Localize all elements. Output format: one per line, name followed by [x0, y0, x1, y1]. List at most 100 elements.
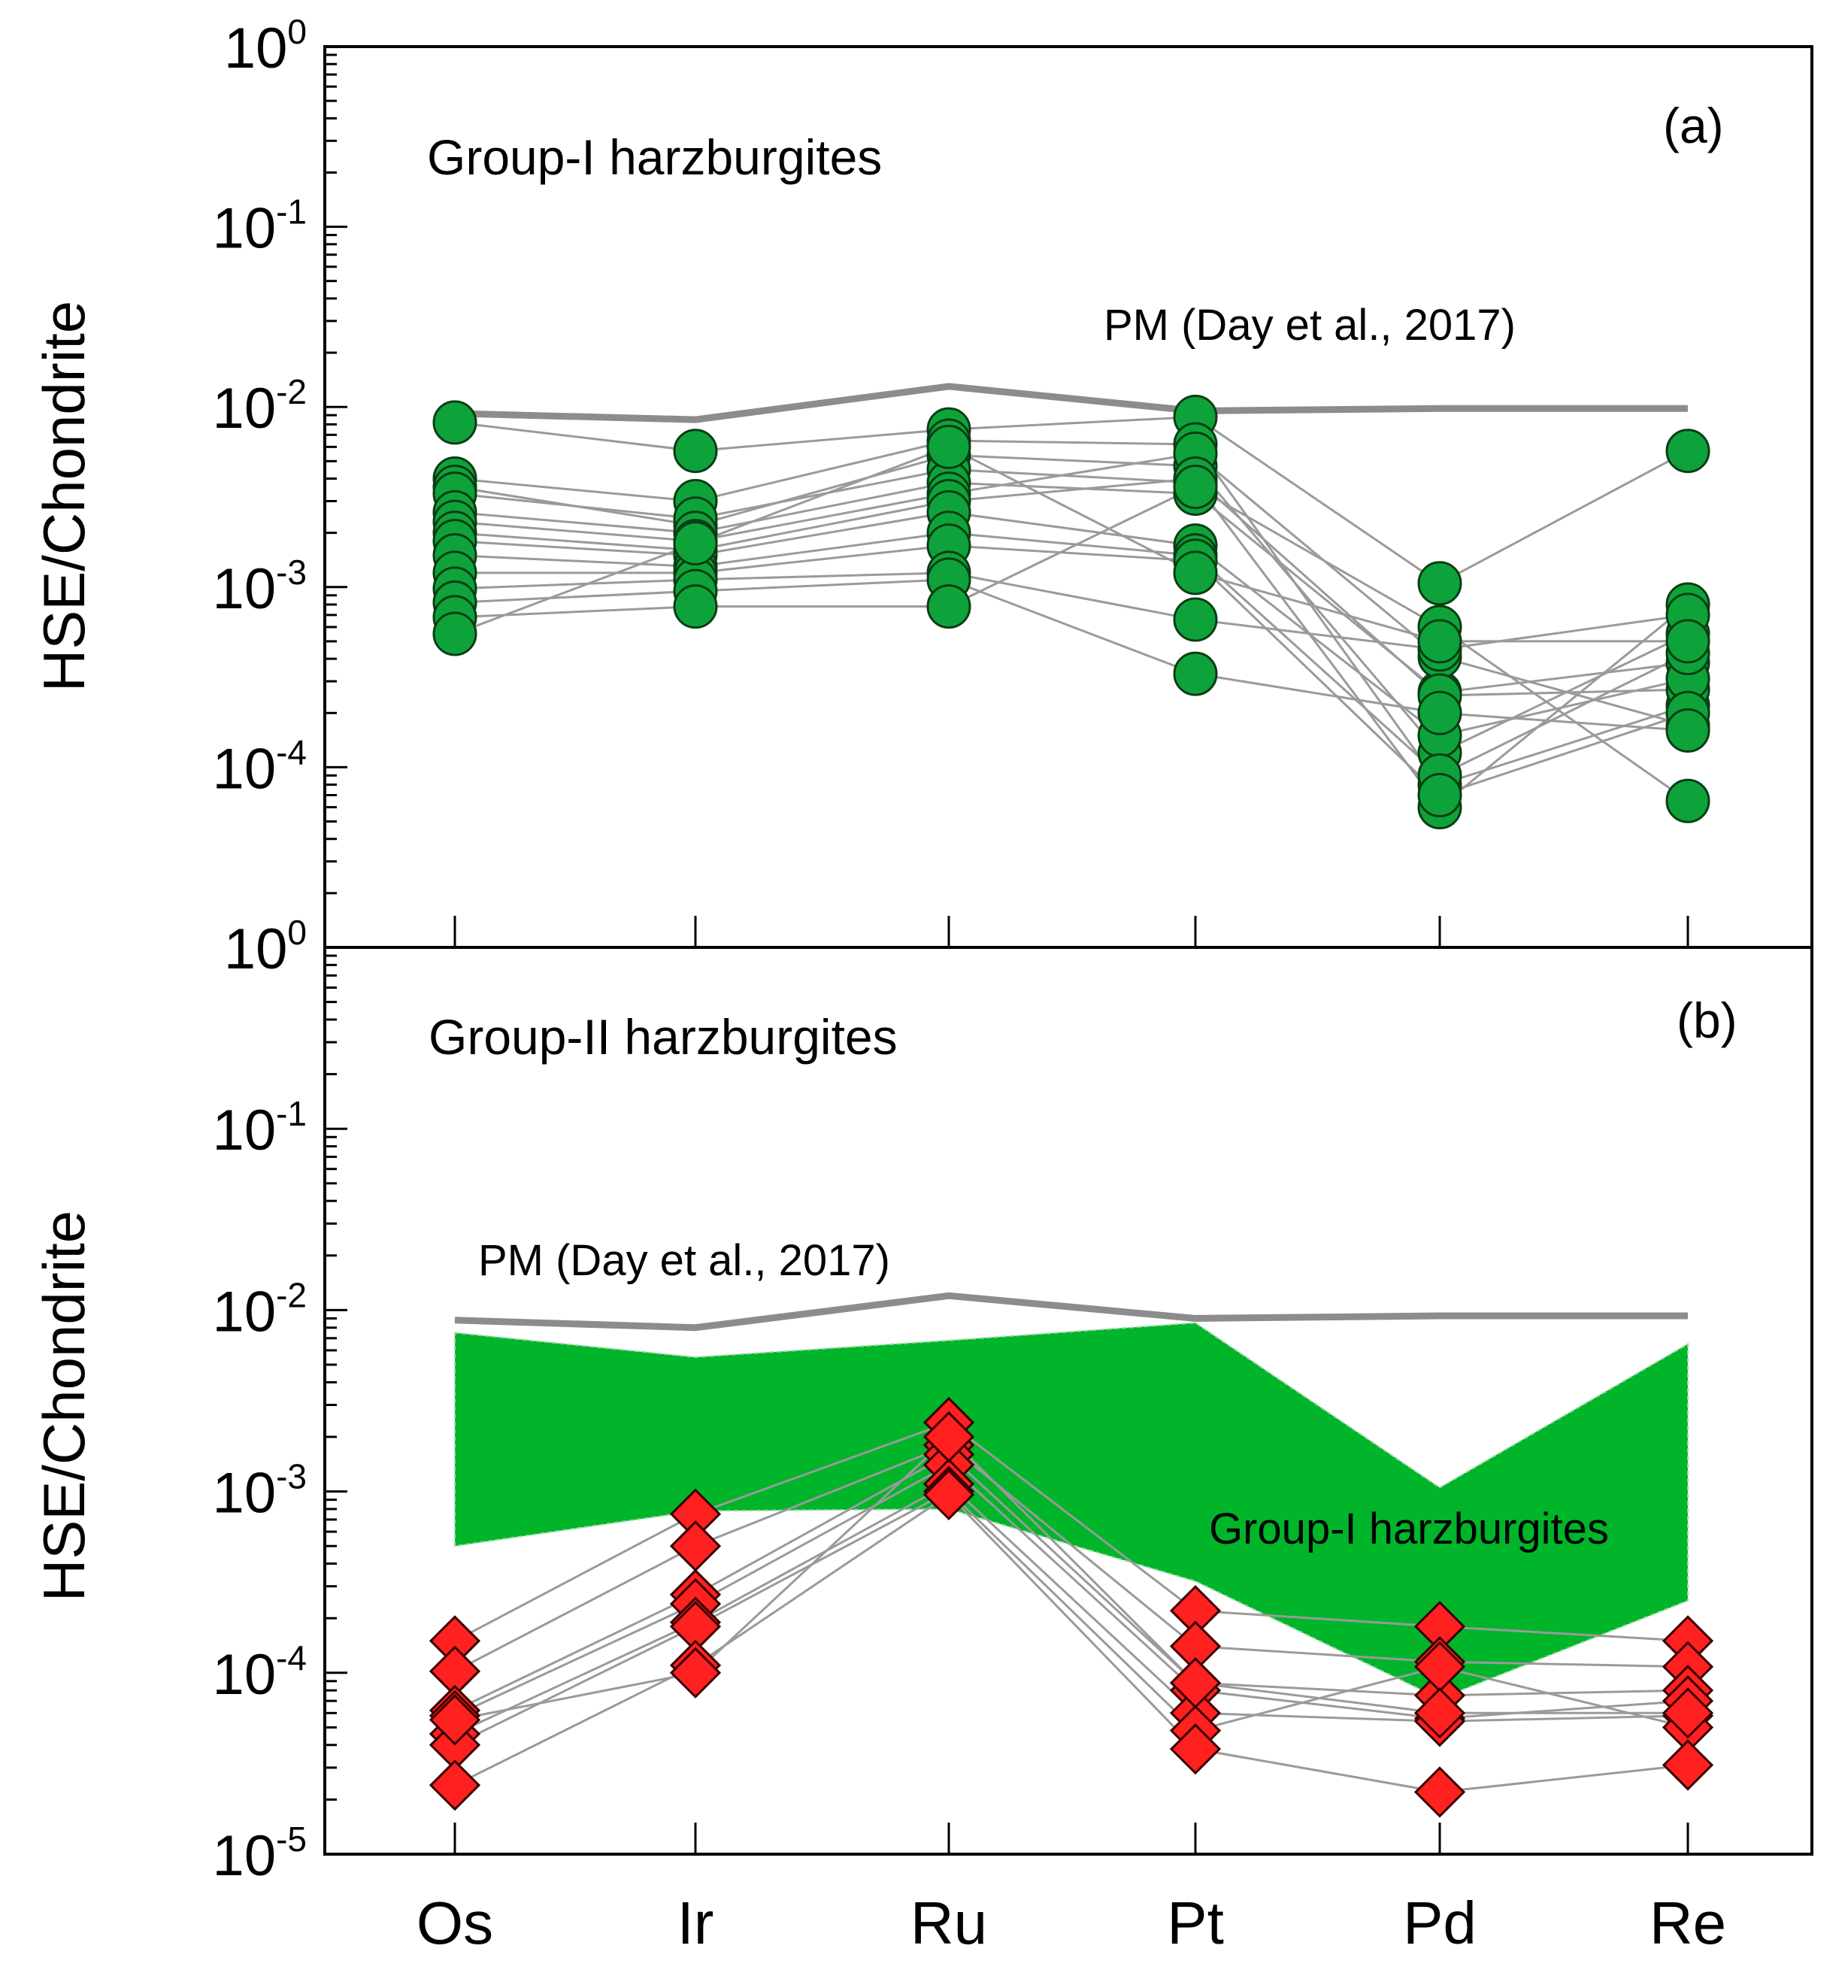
pm-line — [454, 383, 1688, 423]
pm-reference-line — [454, 1292, 1688, 1332]
x-tick-labels: Os Ir Ru Pt Pd Re — [417, 1890, 1726, 1956]
data-point — [1665, 429, 1710, 474]
y-axis-label: HSE/Chondrite — [31, 1211, 97, 1602]
pm-reference-line — [454, 383, 1688, 423]
data-point — [429, 1694, 481, 1746]
group-i-field-polygon — [454, 1322, 1689, 1700]
x-tick-label: Os — [417, 1890, 493, 1956]
sample-line — [454, 485, 1689, 802]
data-point — [669, 1520, 722, 1572]
group-i-field-area — [454, 1322, 1689, 1700]
panel-a: Group-I harzburgites (a) PM (Day et al.,… — [31, 12, 1813, 949]
sample-line — [454, 468, 1689, 809]
data-point — [1662, 1687, 1714, 1739]
sample-line — [454, 511, 1689, 737]
data-point — [673, 521, 718, 566]
y-axis-ticks — [325, 954, 347, 1856]
data-point — [1665, 778, 1710, 823]
x-tick-label: Pt — [1167, 1890, 1224, 1956]
data-point — [1169, 1657, 1222, 1709]
sample-line — [454, 1444, 1689, 1673]
sample-line — [454, 453, 1689, 755]
data-point — [1417, 773, 1462, 818]
y-tick-label: 10-2 — [213, 372, 307, 441]
y-tick-label: 10-3 — [213, 1457, 307, 1526]
pm-line — [454, 1292, 1688, 1332]
data-point — [1173, 651, 1218, 696]
x-tick-label: Ru — [910, 1890, 987, 1956]
y-axis-label: HSE/Chondrite — [31, 301, 97, 692]
data-point — [1413, 1766, 1466, 1818]
data-point — [922, 1411, 975, 1463]
sample-line — [454, 1493, 1689, 1793]
y-axis-ticks — [325, 53, 347, 949]
sample-line — [454, 532, 1689, 777]
data-point — [673, 429, 718, 474]
panel-label: (a) — [1663, 98, 1724, 153]
sample-lines — [454, 1421, 1689, 1793]
sample-line — [455, 544, 1689, 797]
data-point — [1173, 465, 1218, 510]
data-point — [922, 1468, 975, 1520]
x-tick-label: Re — [1650, 1890, 1726, 1956]
field-label: Group-I harzburgites — [1209, 1505, 1609, 1553]
panel-title: Group-I harzburgites — [427, 129, 882, 185]
sample-line — [454, 571, 1689, 651]
data-point — [432, 611, 477, 656]
data-point — [673, 584, 718, 629]
sample-line — [454, 578, 1689, 732]
data-point — [1417, 561, 1462, 606]
sample-line — [454, 1482, 1689, 1735]
sample-lines — [454, 415, 1689, 809]
x-axis-ticks — [453, 916, 1689, 947]
data-point — [1413, 1687, 1466, 1739]
x-tick-label: Ir — [677, 1890, 714, 1956]
panel-label: (b) — [1677, 992, 1737, 1048]
y-tick-label: 10-1 — [213, 192, 307, 261]
data-point — [1169, 1723, 1222, 1775]
sample-line — [454, 477, 1689, 697]
y-tick-labels: 10-1 10-2 10-3 10-4 100 — [213, 12, 307, 801]
sample-line — [454, 1489, 1689, 1747]
sample-line — [454, 439, 1689, 786]
sample-line — [454, 452, 1689, 727]
data-point — [1173, 550, 1218, 595]
y-tick-label: 100 — [224, 12, 307, 80]
sample-line — [454, 415, 1689, 585]
sample-line — [454, 445, 1688, 643]
sample-line — [454, 481, 1689, 694]
sample-line — [454, 1421, 1689, 1642]
y-tick-label: 10-1 — [213, 1094, 307, 1162]
data-point — [669, 1647, 722, 1699]
panel-title: Group-II harzburgites — [429, 1009, 898, 1065]
y-tick-label: 10-4 — [213, 732, 307, 801]
y-tick-labels: 100 10-1 10-2 10-3 10-4 10-5 — [213, 913, 307, 1888]
panel-b: Group-II harzburgites (b) PM (Day et al.… — [31, 913, 1813, 1956]
reference-label: PM (Day et al., 2017) — [1104, 301, 1516, 350]
sample-markers — [429, 1396, 1714, 1818]
x-axis-ticks — [453, 1823, 1689, 1854]
y-tick-label: 10-5 — [213, 1820, 307, 1888]
y-tick-label: 10-2 — [213, 1275, 307, 1344]
data-point — [1173, 597, 1218, 642]
data-point — [1662, 1739, 1714, 1791]
plot-frame — [323, 946, 1813, 1856]
sample-line — [454, 1453, 1689, 1712]
sample-line — [454, 1463, 1689, 1720]
y-tick-label: 10-3 — [213, 553, 307, 621]
data-point — [432, 400, 477, 445]
reference-label: PM (Day et al., 2017) — [478, 1236, 890, 1285]
y-tick-label: 10-4 — [213, 1638, 307, 1707]
data-point — [1665, 619, 1710, 664]
sample-markers — [432, 395, 1710, 830]
x-tick-label: Pd — [1403, 1890, 1477, 1956]
sample-line — [454, 1435, 1688, 1721]
data-point — [926, 424, 971, 469]
data-point — [429, 1759, 481, 1811]
data-point — [926, 584, 971, 629]
data-point — [1665, 708, 1710, 753]
data-point — [1417, 619, 1462, 664]
data-point — [1417, 690, 1462, 735]
y-tick-label: 100 — [224, 913, 307, 981]
